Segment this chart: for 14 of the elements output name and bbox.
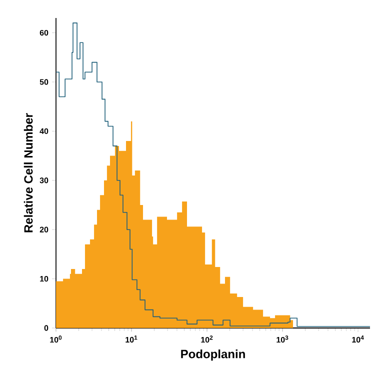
y-tick-label: 30 <box>40 178 48 184</box>
y-tick-label: 20 <box>40 226 48 232</box>
y-axis-title: Relative Cell Number <box>24 113 33 232</box>
y-tick-label: 0 <box>44 325 48 331</box>
x-tick-label: 10$^{4}$ <box>352 336 364 343</box>
x-tick-label: 10$^{0}$ <box>50 336 62 343</box>
x-tick-label: 10$^{3}$ <box>276 336 288 343</box>
y-tick-label: 10 <box>40 276 48 282</box>
x-tick-label: 10$^{2}$ <box>201 336 213 343</box>
y-tick-label: 60 <box>40 30 48 36</box>
y-tick-label: 50 <box>40 79 48 85</box>
y-tick-label: 40 <box>40 128 48 134</box>
x-axis-title: Podoplanin <box>181 350 245 361</box>
x-tick-label: 10$^{1}$ <box>126 336 138 343</box>
